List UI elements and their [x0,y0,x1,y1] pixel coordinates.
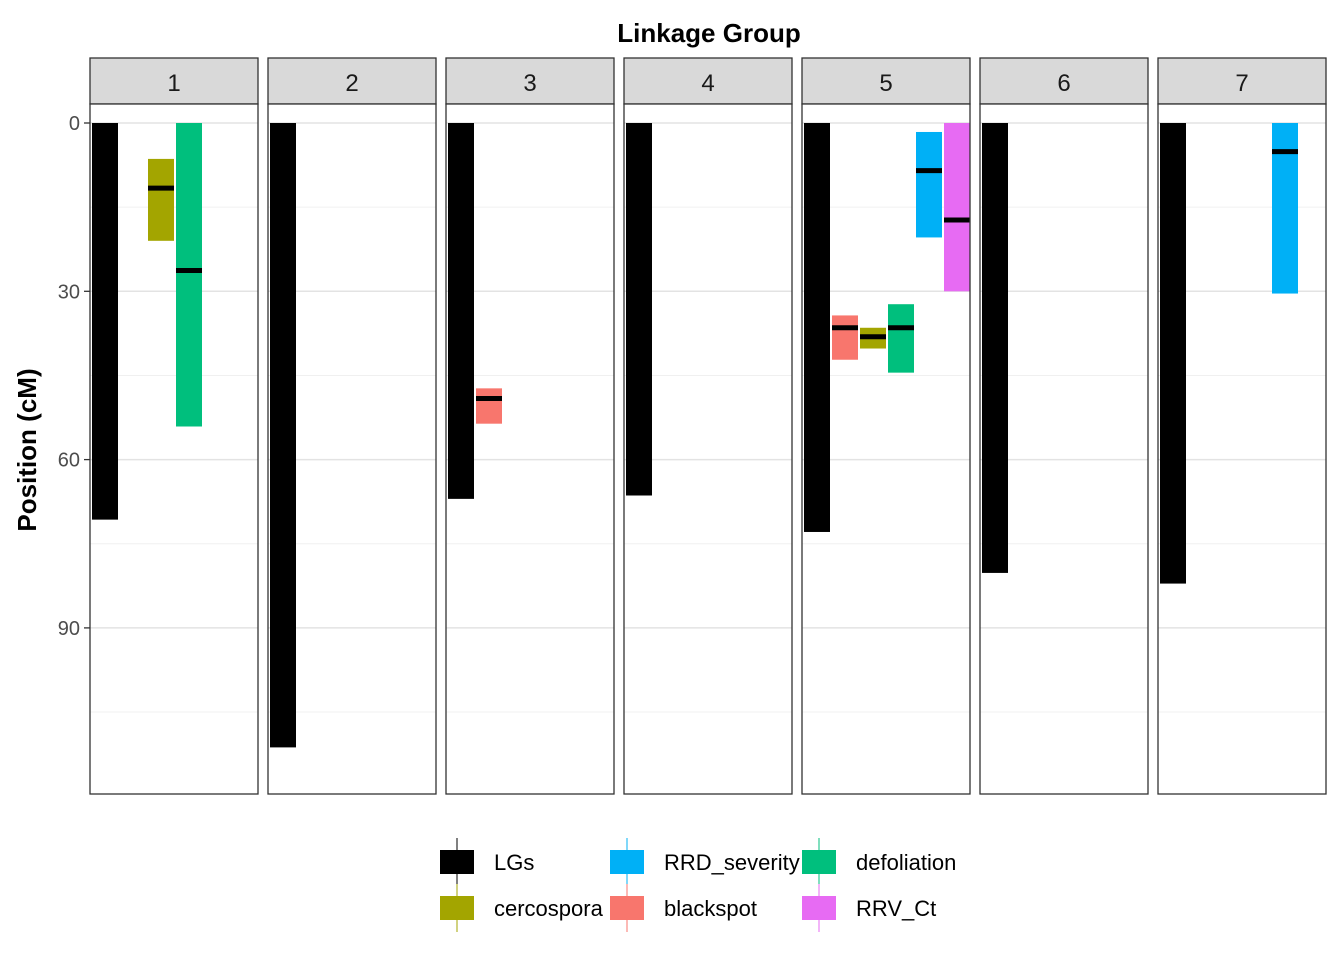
facet-strip-label: 2 [345,70,358,97]
facet-panel-7: 7 [1157,57,1327,795]
legend-label: cercospora [494,896,604,921]
facet-strip-label: 4 [701,70,714,97]
legend-item-defoliation: defoliation [802,838,956,886]
facet-panel-4: 4 [623,57,793,795]
interval-bar-lgs [626,123,652,496]
panel-border [623,103,793,795]
legend-item-lgs: LGs [440,838,534,886]
legend-item-rrv-ct: RRV_Ct [802,884,936,932]
interval-bar-blackspot [832,315,858,360]
legend-item-blackspot: blackspot [610,884,757,932]
panel-border [1157,103,1327,795]
panel-border [801,103,971,795]
interval-bar-lgs [92,123,118,520]
legend-key [802,896,836,920]
facet-strip [1157,57,1327,105]
interval-bar-lgs [1160,123,1186,584]
panel-border [979,103,1149,795]
interval-bar-defoliation [888,304,914,373]
y-tick-label: 60 [58,450,80,472]
legend-item-cercospora: cercospora [440,884,604,932]
panel-border [89,103,259,795]
y-tick-label: 30 [58,281,80,303]
facet-panel-5: 5 [801,57,971,795]
chart-title: Linkage Group [617,18,800,48]
legend-key [610,850,644,874]
interval-bar-defoliation [176,123,202,427]
interval-bar-rrv-ct [944,123,970,292]
facet-strip-label: 1 [167,70,180,97]
panel-border [445,103,615,795]
facet-panels: 1 2 3 4 5 6 7 [89,57,1327,795]
legend-label: blackspot [664,896,757,921]
legend-label: RRV_Ct [856,896,936,921]
interval-bar-blackspot [476,388,502,424]
y-axis: 0 30 60 90 [58,113,90,640]
facet-strip [979,57,1149,105]
legend-item-rrd-severity: RRD_severity [610,838,800,886]
legend-label: LGs [494,850,534,875]
facet-strip [267,57,437,105]
facet-panel-3: 3 [445,57,615,795]
interval-bar-rrd-severity [1272,123,1298,294]
facet-panel-2: 2 [267,57,437,795]
interval-bar-lgs [270,123,296,748]
y-tick-label: 0 [69,113,80,135]
facet-strip-label: 7 [1235,70,1248,97]
interval-bar-lgs [982,123,1008,573]
legend-key [440,850,474,874]
legend: LGs cercospora RRD_severity blackspot defoli… [440,838,956,932]
interval-bar-rrd-severity [916,131,942,238]
legend-label: RRD_severity [664,850,800,875]
interval-bar-lgs [804,123,830,532]
legend-key [802,850,836,874]
facet-strip [445,57,615,105]
interval-bar-lgs [448,123,474,499]
y-tick-label: 90 [58,618,80,640]
y-axis-label: Position (cM) [12,368,42,531]
facet-strip [89,57,259,105]
legend-label: defoliation [856,850,956,875]
legend-key [610,896,644,920]
facet-strip-label: 6 [1057,70,1070,97]
facet-strip-label: 3 [523,70,536,97]
legend-key [440,896,474,920]
interval-bar-cercospora [148,158,174,241]
panel-border [267,103,437,795]
facet-strip-label: 5 [879,70,892,97]
facet-panel-1: 1 [89,57,259,795]
facet-panel-6: 6 [979,57,1149,795]
